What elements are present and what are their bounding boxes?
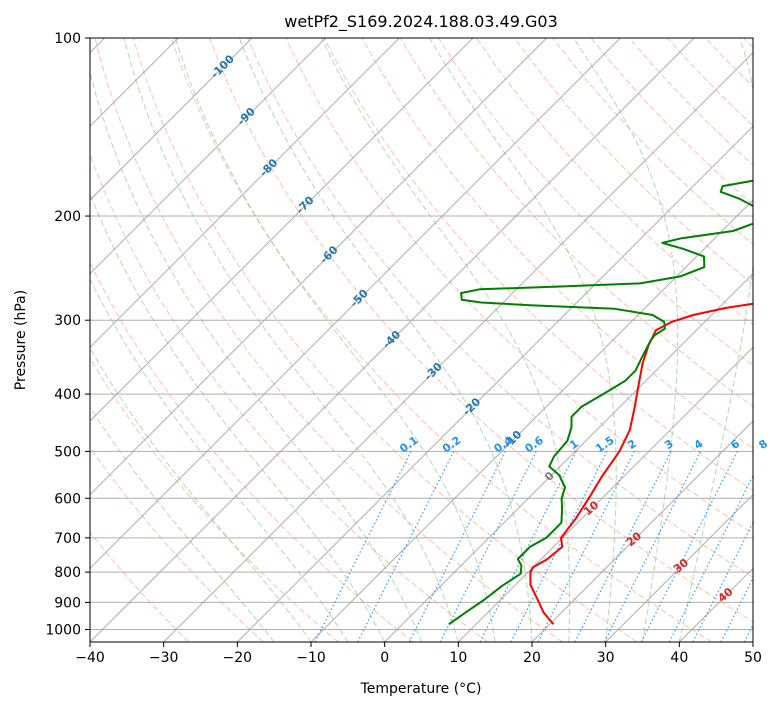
y-tick-label: 100 [54,31,81,47]
isotherm-line [90,38,621,570]
isotherm-line [90,38,474,422]
x-tick-label: −30 [149,650,179,666]
y-tick-label: 300 [54,313,81,329]
x-tick-label: −20 [223,650,253,666]
moist-adiabat-line [90,347,312,642]
x-tick-label: 30 [597,650,615,666]
moist-adiabat-line [573,38,679,642]
moist-adiabat-line [123,38,459,642]
y-tick-label: 900 [54,595,81,611]
isotherm-line [457,346,753,642]
isotherm-line [605,493,753,642]
y-tick-label: 400 [54,387,81,403]
dry-adiabat-line [514,38,753,285]
isotherm-line [384,272,753,642]
dry-adiabat-line [90,357,339,642]
y-tick-label: 700 [54,531,81,547]
moist-adiabat-line [321,38,571,642]
moist-adiabat-line [90,406,275,642]
dry-adiabat-line [90,446,264,642]
y-axis: 100 200 300 400 500 600 700 800 900 1000 [45,31,90,638]
isotherm-line [90,38,253,201]
dry-adiabat-line [90,153,488,642]
plot-frame [89,37,754,643]
dry-adiabat-line [132,38,638,642]
moist-adiabat-line [174,38,496,642]
moist-adiabat-line [238,38,533,642]
moist-adiabat-line [90,192,386,642]
isotherm-line [163,51,753,642]
dry-adiabat-line [247,38,753,578]
moist-adiabat-line [678,38,753,642]
x-tick-label: 40 [670,650,688,666]
x-tick-label: −40 [75,650,105,666]
dry-adiabat-line [90,531,190,642]
isotherm-line [90,38,548,496]
chart-title: wetPf2_S169.2024.188.03.49.G03 [284,12,558,32]
x-tick-label: 50 [744,650,762,666]
x-axis: −40 −30 −20 −10 0 10 20 30 40 50 [75,642,762,666]
isotherm-line [90,38,695,642]
temperature-profile [529,302,753,625]
x-axis-label: Temperature (°C) [360,681,482,697]
y-axis-label: Pressure (hPa) [13,290,29,390]
background-lines [90,38,753,642]
y-tick-label: 600 [54,491,81,507]
y-tick-label: 1000 [45,622,81,638]
dewpoint-profile [448,179,753,626]
y-tick-label: 200 [54,209,81,225]
isotherm-line [236,125,753,642]
x-tick-label: 0 [380,650,389,666]
dry-adiabat-line [209,38,753,623]
isotherm-line [90,38,400,349]
x-tick-label: −10 [296,650,326,666]
dry-adiabat-line [94,38,563,642]
dry-adiabat-line [399,38,753,408]
profile-lines [448,179,753,626]
moist-adiabat-line [90,70,422,642]
moist-adiabat-line [90,278,349,642]
x-tick-label: 10 [449,650,467,666]
isotherm-line [531,420,753,642]
isotherm-line [90,38,327,275]
isotherm-line [310,199,753,642]
y-tick-label: 500 [54,444,81,460]
y-tick-label: 800 [54,565,81,581]
x-tick-label: 20 [523,650,541,666]
